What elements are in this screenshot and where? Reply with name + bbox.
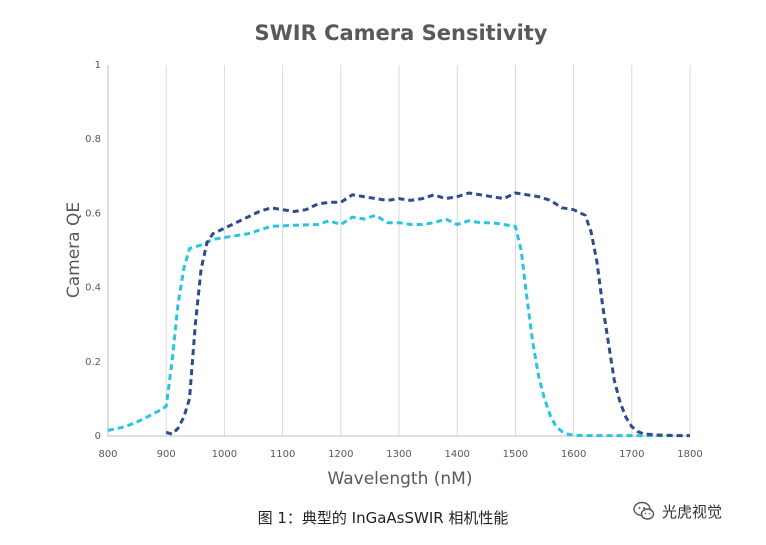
- figure-caption: 图 1：典型的 InGaAsSWIR 相机性能: [257, 509, 509, 527]
- watermark-text: 光虎视觉: [662, 502, 723, 521]
- wechat-icon: [633, 501, 655, 520]
- watermark: 光虎视觉: [632, 497, 722, 525]
- x-tick-label: 1100: [270, 449, 295, 460]
- y-tick-label: 0: [95, 431, 101, 442]
- tick-labels: 800 900 1000 1100 1200 1300 1400 1500 1600 1700 18…: [85, 60, 703, 460]
- x-axis-label: Wavelength (nM): [328, 469, 473, 489]
- y-tick-label: 0.2: [85, 357, 101, 368]
- x-tick-label: 1200: [328, 449, 353, 460]
- y-axis-label: Camera QE: [64, 202, 84, 298]
- axes: [107, 65, 690, 437]
- x-tick-label: 1400: [444, 449, 469, 460]
- x-tick-label: 1300: [386, 449, 411, 460]
- x-tick-label: 1800: [677, 449, 702, 460]
- y-tick-label: 1: [95, 60, 101, 71]
- x-tick-label: 900: [157, 449, 176, 460]
- x-tick-label: 800: [98, 449, 117, 460]
- x-tick-label: 1000: [212, 449, 237, 460]
- y-tick-label: 0.8: [85, 134, 101, 145]
- y-tick-label: 0.6: [85, 208, 101, 219]
- series-line-dark-blue: [165, 191, 690, 438]
- grid: [107, 65, 691, 436]
- series: [107, 191, 690, 438]
- x-tick-label: 1700: [619, 449, 644, 460]
- y-tick-label: 0.4: [85, 283, 101, 294]
- chart-title: SWIR Camera Sensitivity: [255, 21, 548, 45]
- x-tick-label: 1600: [561, 449, 586, 460]
- x-tick-label: 1500: [503, 449, 528, 460]
